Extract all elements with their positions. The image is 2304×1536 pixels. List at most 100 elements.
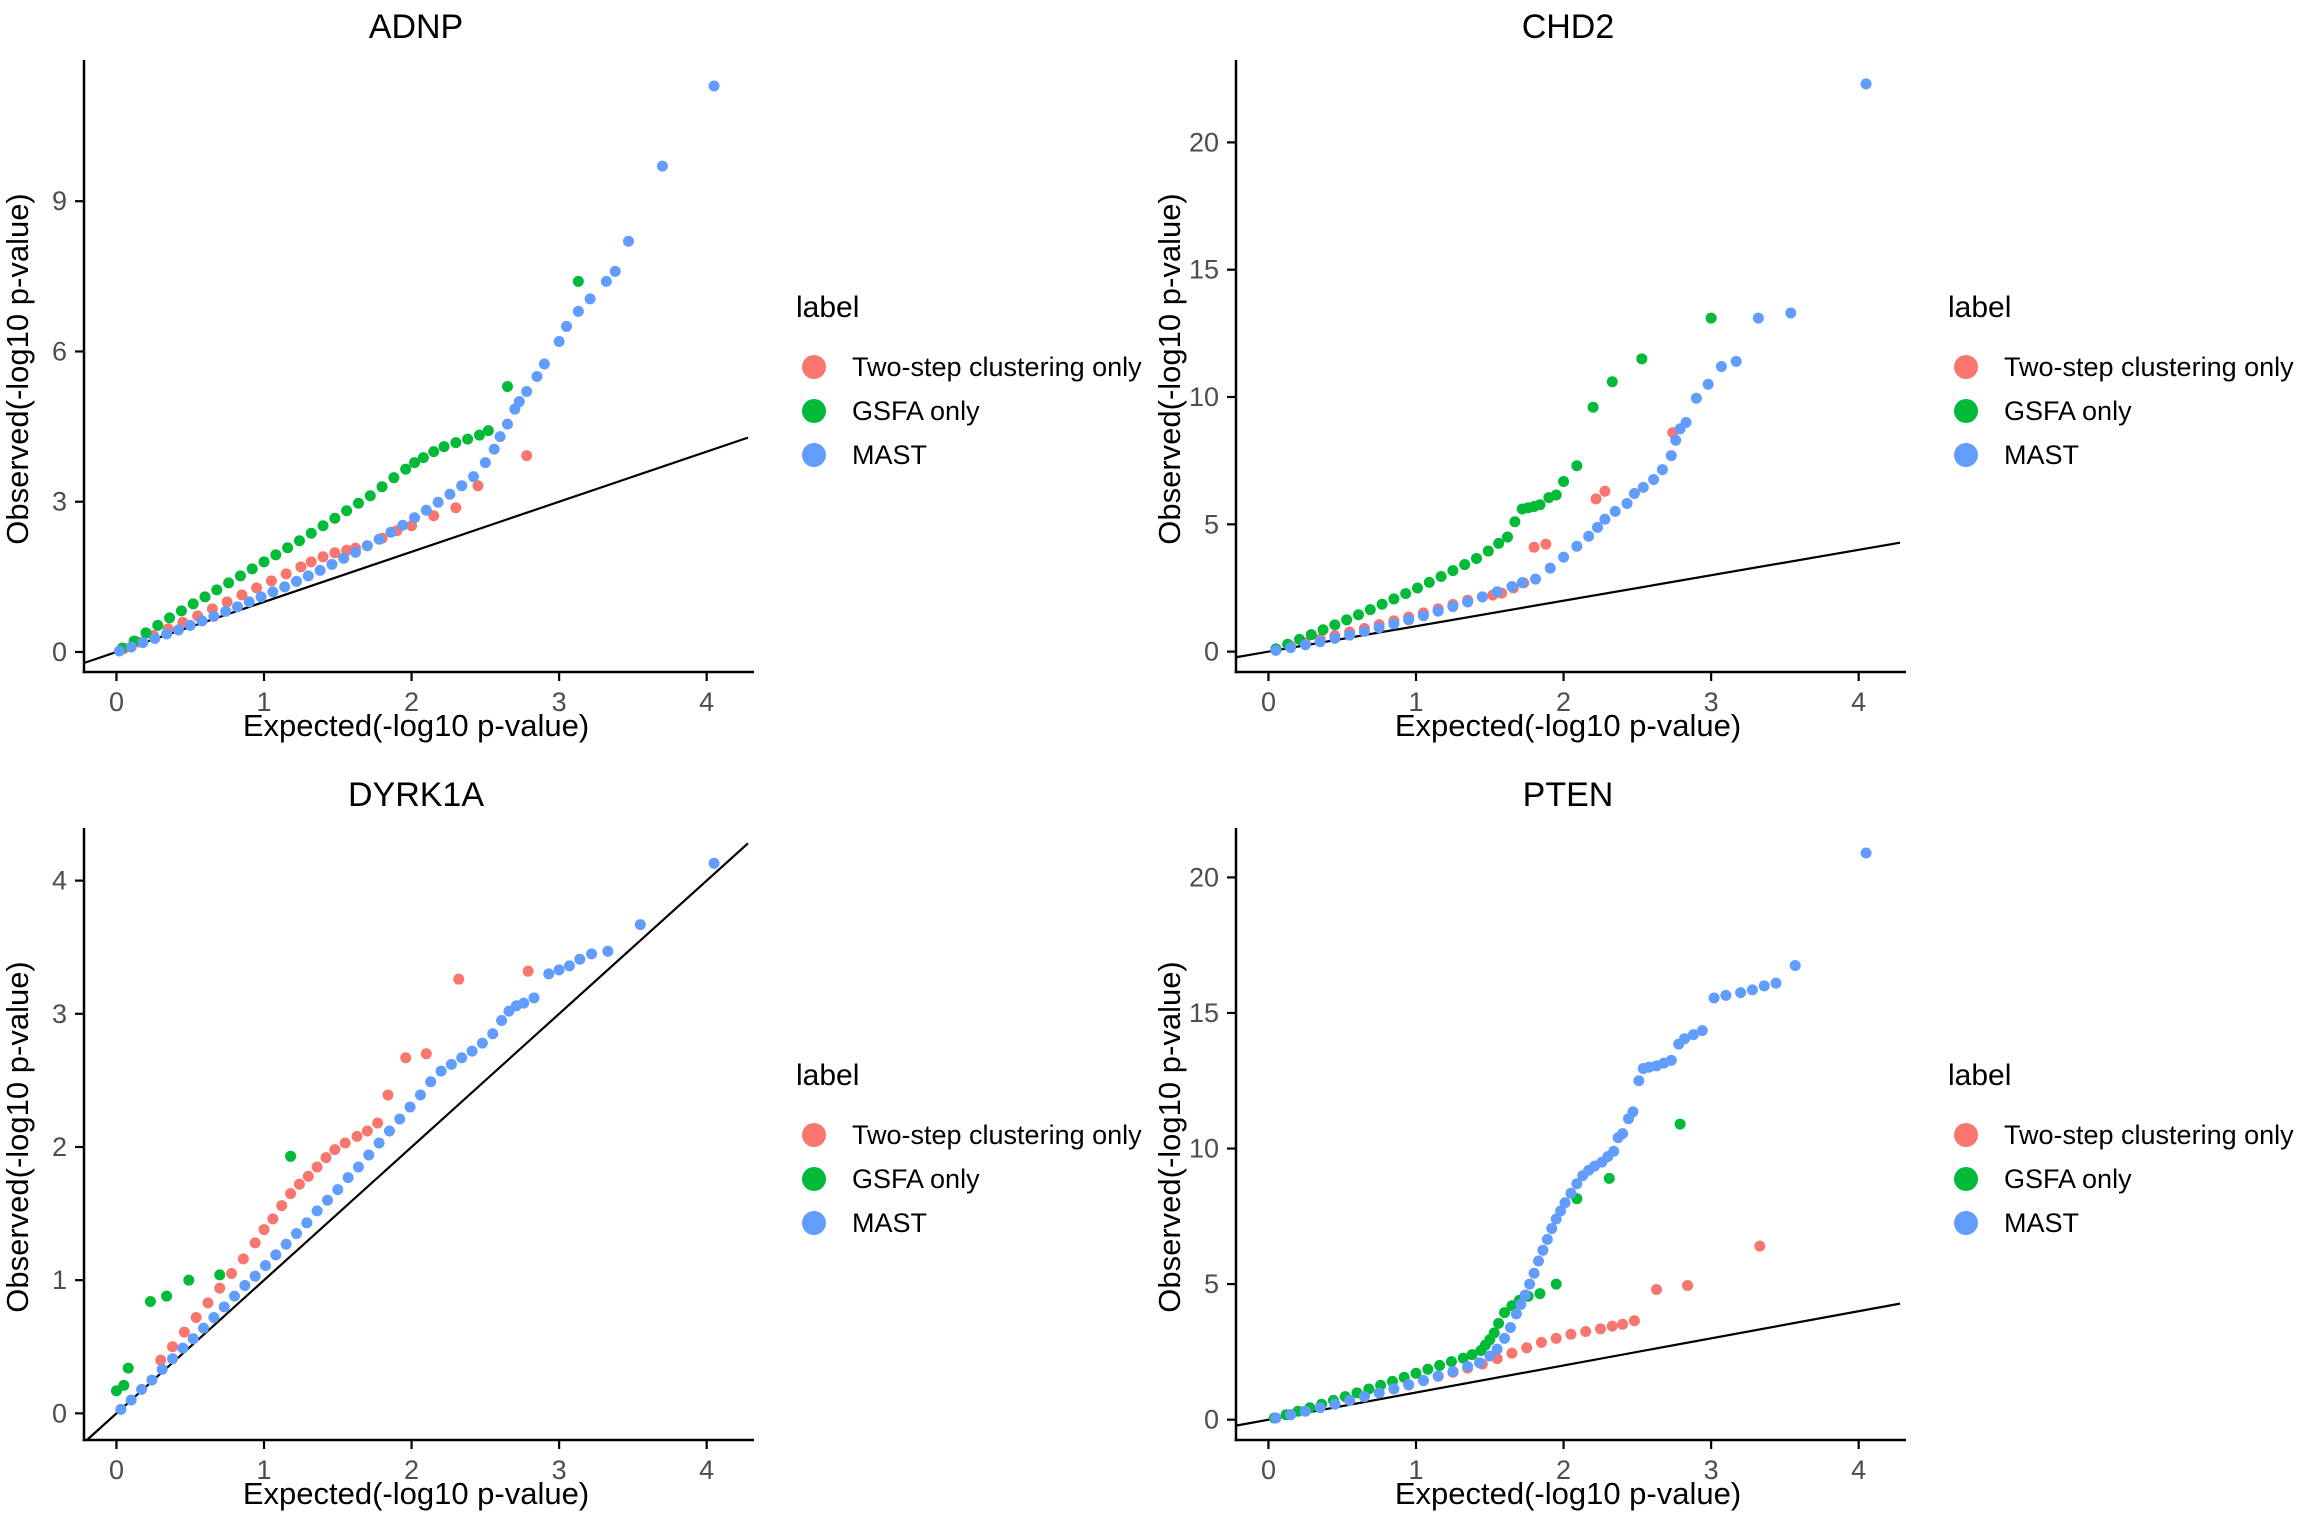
legend-pten: label Two-step clustering only GSFA only…: [1948, 1059, 2294, 1245]
axis-spines: [1234, 828, 1906, 1442]
series-gsfa: [1270, 312, 1717, 655]
svg-text:0: 0: [1261, 687, 1276, 717]
y-axis-title: Observed(-log10 p-value): [1152, 193, 1187, 545]
legend-item-label: GSFA only: [852, 1163, 980, 1194]
svg-text:0: 0: [52, 637, 67, 667]
mast-dot-icon: [802, 443, 826, 467]
svg-text:1: 1: [257, 687, 272, 717]
y-axis-ticks: 0 3 6 9: [52, 186, 84, 667]
svg-text:4: 4: [699, 687, 714, 717]
svg-text:3: 3: [52, 999, 67, 1029]
panel-cell-adnp: ADNP 0 1 2 3 4 0 3 6 9 Expected(-log10 p-value) Obs…: [0, 0, 1152, 768]
gsfa-dot-icon: [802, 1167, 826, 1191]
legend-item-two-step: Two-step clustering only: [1948, 1113, 2294, 1157]
svg-text:5: 5: [1204, 1269, 1219, 1299]
x-axis-title: Expected(-log10 p-value): [1395, 708, 1741, 743]
svg-text:4: 4: [1851, 687, 1866, 717]
svg-text:0: 0: [109, 687, 124, 717]
svg-text:20: 20: [1189, 862, 1219, 892]
svg-text:6: 6: [52, 336, 67, 366]
svg-text:3: 3: [1704, 1455, 1719, 1485]
legend-item-label: MAST: [2004, 439, 2080, 470]
y-axis-ticks: 0 5 10 15 20: [1189, 127, 1236, 667]
qq-plot-dyrk1a: DYRK1A 0 1 2 3 4 0 1 2 3 4 Expected(-log10 p-value)…: [0, 776, 754, 1511]
legend-item-gsfa: GSFA only: [1948, 389, 2288, 433]
two-step-dot-icon: [802, 1123, 826, 1147]
series-gsfa: [116, 275, 584, 654]
legend-item-gsfa: GSFA only: [1948, 1157, 2288, 1201]
svg-text:3: 3: [552, 1455, 567, 1485]
panel-title: DYRK1A: [348, 776, 484, 814]
y-axis-ticks: 0 1 2 3 4: [52, 866, 84, 1428]
y-axis-title: Observed(-log10 p-value): [1152, 961, 1187, 1313]
svg-text:1: 1: [1409, 1455, 1424, 1485]
svg-text:1: 1: [52, 1265, 67, 1295]
gsfa-dot-icon: [1954, 1167, 1978, 1191]
plot-block-pten: PTEN 0 1 2 3 4 0 5 10 15 20 Expected(-log10 p-value…: [1152, 770, 1912, 1533]
panel-cell-pten: PTEN 0 1 2 3 4 0 5 10 15 20 Expected(-log10 p-value…: [1152, 768, 2304, 1536]
qq-plot-chd2: CHD2 0 1 2 3 4 0 5 10 15 20 Expected(-log10 p-value…: [1152, 8, 1906, 743]
legend-item-gsfa: GSFA only: [796, 389, 1136, 433]
legend-item-mast: MAST: [796, 433, 1136, 477]
svg-text:15: 15: [1189, 255, 1219, 285]
svg-text:2: 2: [1556, 1455, 1571, 1485]
legend-item-label: GSFA only: [852, 395, 980, 426]
svg-text:10: 10: [1189, 1134, 1219, 1164]
legend-item-gsfa: GSFA only: [796, 1157, 1136, 1201]
series-gsfa: [1268, 1118, 1686, 1424]
legend-item-label: Two-step clustering only: [852, 1119, 1142, 1150]
mast-dot-icon: [1954, 1211, 1978, 1235]
panel-title: CHD2: [1522, 8, 1615, 46]
legend-item-label: GSFA only: [2004, 1163, 2132, 1194]
y-axis-title: Observed(-log10 p-value): [0, 193, 35, 545]
svg-text:2: 2: [404, 1455, 419, 1485]
svg-text:4: 4: [1851, 1455, 1866, 1485]
x-axis-title: Expected(-log10 p-value): [243, 1476, 589, 1511]
legend-dyrk1a: label Two-step clustering only GSFA only…: [796, 1059, 1142, 1245]
panel-title: ADNP: [369, 8, 463, 46]
series-two_step: [155, 965, 534, 1366]
y-axis-ticks: 0 5 10 15 20: [1189, 862, 1236, 1435]
qq-plot-pten: PTEN 0 1 2 3 4 0 5 10 15 20 Expected(-log10 p-value…: [1152, 776, 1906, 1511]
two-step-dot-icon: [802, 355, 826, 379]
svg-text:15: 15: [1189, 998, 1219, 1028]
legend-adnp: label Two-step clustering only GSFA only…: [796, 291, 1142, 477]
two-step-dot-icon: [1954, 1123, 1978, 1147]
legend-item-two-step: Two-step clustering only: [796, 345, 1142, 389]
svg-text:3: 3: [552, 687, 567, 717]
legend-item-mast: MAST: [1948, 1201, 2288, 1245]
svg-text:0: 0: [52, 1398, 67, 1428]
svg-text:3: 3: [1704, 687, 1719, 717]
x-axis-title: Expected(-log10 p-value): [243, 708, 589, 743]
x-axis-title: Expected(-log10 p-value): [1395, 1476, 1741, 1511]
legend-item-label: Two-step clustering only: [852, 351, 1142, 382]
legend-item-label: Two-step clustering only: [2004, 1119, 2294, 1150]
svg-text:0: 0: [1261, 1455, 1276, 1485]
series-gsfa: [110, 1150, 297, 1397]
axis-spines: [1234, 60, 1906, 674]
legend-title: label: [796, 1059, 860, 1092]
legend-item-label: MAST: [2004, 1207, 2080, 1238]
plot-block-adnp: ADNP 0 1 2 3 4 0 3 6 9 Expected(-log10 p-value) Obs…: [0, 2, 760, 765]
legend-item-label: MAST: [852, 1207, 928, 1238]
x-axis-ticks: 0 1 2 3 4: [1261, 672, 1866, 717]
panel-cell-dyrk1a: DYRK1A 0 1 2 3 4 0 1 2 3 4 Expected(-log10 p-value)…: [0, 768, 1152, 1536]
svg-text:20: 20: [1189, 127, 1219, 157]
legend-item-label: GSFA only: [2004, 395, 2132, 426]
legend-chd2: label Two-step clustering only GSFA only…: [1948, 291, 2294, 477]
gsfa-dot-icon: [802, 399, 826, 423]
svg-text:3: 3: [52, 487, 67, 517]
legend-item-two-step: Two-step clustering only: [1948, 345, 2294, 389]
panel-title: PTEN: [1523, 776, 1614, 814]
legend-title: label: [796, 291, 860, 324]
mast-dot-icon: [1954, 443, 1978, 467]
plot-block-dyrk1a: DYRK1A 0 1 2 3 4 0 1 2 3 4 Expected(-log10 p-value)…: [0, 770, 760, 1533]
gsfa-dot-icon: [1954, 399, 1978, 423]
x-axis-ticks: 0 1 2 3 4: [1261, 1440, 1866, 1485]
identity-reference-line: [1235, 1302, 1901, 1427]
qq-plot-adnp: ADNP 0 1 2 3 4 0 3 6 9 Expected(-log10 p-value) Obs…: [0, 8, 754, 743]
x-axis-ticks: 0 1 2 3 4: [109, 672, 714, 717]
legend-item-label: MAST: [852, 439, 928, 470]
two-step-dot-icon: [1954, 355, 1978, 379]
